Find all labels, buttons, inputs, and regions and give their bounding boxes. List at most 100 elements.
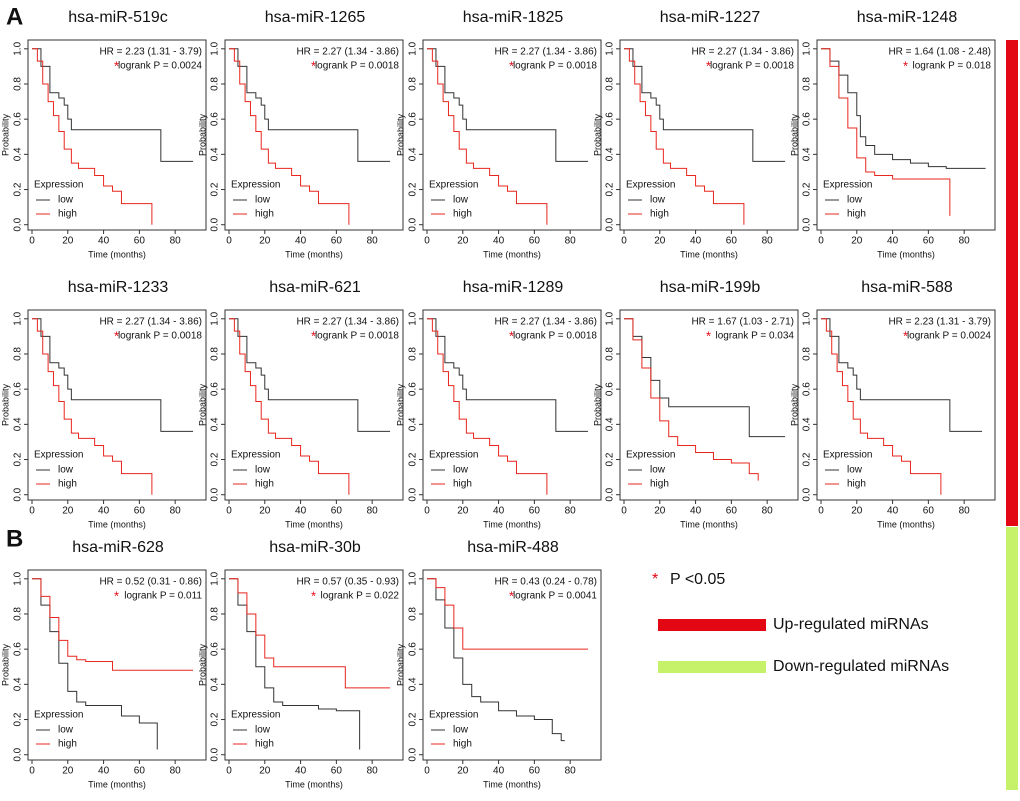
survival-curve: [229, 48, 391, 162]
chart-title: hsa-miR-1233: [68, 279, 169, 296]
y-tick-label: 0.2: [408, 182, 419, 196]
y-tick-label: 1.0: [802, 311, 813, 325]
y-axis-label: Probability: [197, 113, 207, 156]
plot-frame: [27, 309, 207, 501]
y-axis-label: Probability: [0, 643, 10, 686]
survival-curve: [32, 48, 153, 225]
x-tick-label: 0: [424, 236, 430, 247]
x-tick-label: 20: [62, 506, 74, 517]
y-tick-label: 1.0: [408, 311, 419, 325]
x-tick-label: 60: [726, 236, 738, 247]
legend-label: low: [58, 725, 74, 736]
x-axis-label: Time (months): [680, 519, 738, 529]
legend-title: Expression: [823, 450, 872, 461]
panel-letter: A: [6, 3, 23, 30]
survival-curve: [32, 48, 194, 162]
y-tick-label: 0.0: [408, 487, 419, 501]
y-tick-label: 0.0: [802, 217, 813, 231]
survival-curve: [427, 48, 589, 162]
y-tick-label: 0.8: [802, 347, 813, 361]
logrank-text: logrank P = 0.0041: [513, 591, 597, 602]
x-tick-label: 40: [887, 236, 899, 247]
legend-star: *: [652, 571, 658, 588]
y-tick-label: 1.0: [605, 311, 616, 325]
x-tick-label: 0: [621, 236, 627, 247]
legend-label: high: [847, 479, 866, 490]
y-tick-label: 0.0: [408, 217, 419, 231]
chart-title: hsa-miR-1265: [265, 9, 366, 26]
hr-text: HR = 1.64 (1.08 - 2.48): [888, 47, 991, 58]
logrank-text: logrank P = 0.018: [913, 61, 992, 72]
legend-down: Down-regulated miRNAs: [773, 658, 949, 675]
logrank-text: logrank P = 0.0018: [118, 331, 202, 342]
x-axis-label: Time (months): [285, 249, 343, 259]
survival-curve: [427, 318, 548, 495]
legend-label: high: [650, 479, 669, 490]
survival-curve: [32, 318, 153, 495]
y-axis-label: Probability: [592, 383, 602, 426]
significance-star: *: [311, 58, 316, 73]
x-tick-label: 60: [529, 766, 541, 777]
legend-label: low: [847, 465, 863, 476]
y-tick-label: 0.6: [605, 112, 616, 126]
x-tick-label: 20: [259, 236, 271, 247]
hr-text: HR = 1.67 (1.03 - 2.71): [691, 317, 794, 328]
survival-curve: [624, 48, 745, 225]
plot-frame: [224, 309, 404, 501]
y-tick-label: 0.6: [802, 382, 813, 396]
significance-star: *: [706, 328, 711, 343]
legend-title: Expression: [429, 180, 478, 191]
legend-label: low: [650, 465, 666, 476]
y-tick-label: 0.6: [408, 642, 419, 656]
x-tick-label: 40: [690, 506, 702, 517]
logrank-text: logrank P = 0.011: [124, 591, 202, 602]
logrank-text: logrank P = 0.0024: [118, 61, 202, 72]
y-tick-label: 0.8: [605, 77, 616, 91]
survival-curve: [229, 48, 350, 225]
legend-title: Expression: [34, 180, 83, 191]
x-tick-label: 80: [959, 236, 971, 247]
y-tick-label: 1.0: [13, 311, 24, 325]
legend-label: high: [650, 209, 669, 220]
x-axis-label: Time (months): [88, 779, 146, 789]
legend-title: Expression: [626, 450, 675, 461]
y-tick-label: 1.0: [802, 41, 813, 55]
y-tick-label: 1.0: [408, 41, 419, 55]
x-tick-label: 80: [959, 506, 971, 517]
x-tick-label: 20: [654, 236, 666, 247]
x-tick-label: 40: [690, 236, 702, 247]
y-tick-label: 0.6: [605, 382, 616, 396]
legend-label: high: [255, 209, 274, 220]
chart-title: hsa-miR-588: [861, 279, 953, 296]
y-tick-label: 0.2: [13, 182, 24, 196]
survival-curve: [427, 48, 548, 225]
y-tick-label: 0.4: [408, 147, 419, 161]
x-tick-label: 40: [295, 506, 307, 517]
plot-frame: [224, 39, 404, 231]
x-tick-label: 20: [457, 236, 469, 247]
significance-star: *: [114, 58, 119, 73]
hr-text: HR = 0.43 (0.24 - 0.78): [494, 577, 597, 588]
y-axis-label: Probability: [395, 383, 405, 426]
plot-frame: [27, 39, 207, 231]
x-tick-label: 0: [29, 236, 35, 247]
y-tick-label: 0.6: [408, 112, 419, 126]
hr-text: HR = 0.57 (0.35 - 0.93): [296, 577, 399, 588]
y-tick-label: 0.2: [605, 452, 616, 466]
up-bar: [1006, 40, 1018, 526]
x-tick-label: 20: [457, 766, 469, 777]
significance-star: *: [114, 328, 119, 343]
x-tick-label: 60: [331, 236, 343, 247]
x-axis-label: Time (months): [483, 519, 541, 529]
y-tick-label: 1.0: [13, 571, 24, 585]
y-tick-label: 0.8: [210, 607, 221, 621]
hr-text: HR = 2.23 (1.31 - 3.79): [888, 317, 991, 328]
chart-title: hsa-miR-30b: [269, 539, 361, 556]
survival-curve: [624, 318, 786, 438]
significance-star: *: [903, 58, 908, 73]
survival-curve: [821, 48, 951, 216]
y-tick-label: 0.2: [210, 182, 221, 196]
legend-label: high: [453, 479, 472, 490]
x-tick-label: 20: [654, 506, 666, 517]
